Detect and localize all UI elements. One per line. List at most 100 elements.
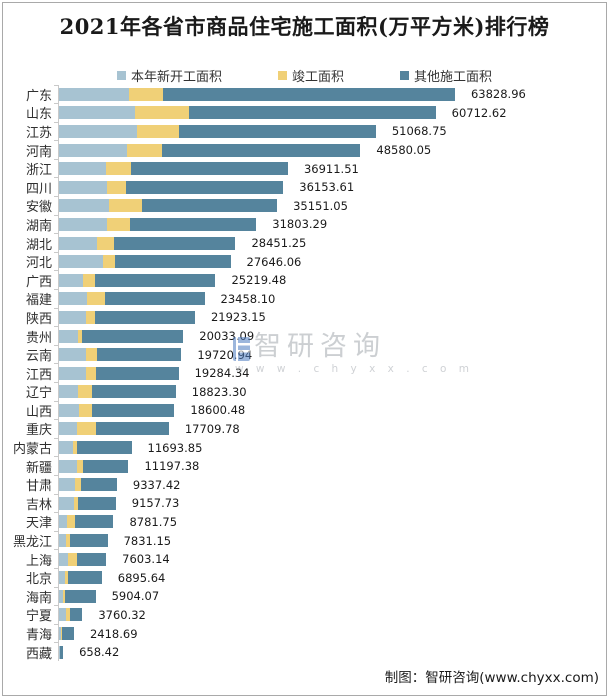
value-label: 5904.07 [111, 589, 160, 604]
bar-stack: 60712.62 [54, 103, 606, 123]
bar-segment-new-start [59, 143, 128, 157]
bar-stack: 19284.34 [54, 363, 606, 383]
legend-item-other: 其他施工面积 [400, 66, 492, 85]
bar-row: 甘肃 9337.42 [3, 474, 606, 495]
bar-row: 河北 27646.06 [3, 251, 606, 272]
bar-segment-other [130, 217, 257, 231]
bar-segment-other [96, 366, 179, 380]
bar-stack: 3760.32 [54, 605, 606, 625]
bar-segment-new-start [59, 645, 60, 659]
bar-segment-completed [107, 217, 131, 231]
legend-swatch-other-icon [400, 71, 409, 80]
value-label: 31803.29 [272, 217, 328, 232]
category-label: 贵州 [25, 330, 52, 346]
value-label: 36153.61 [299, 180, 355, 195]
value-label: 3760.32 [98, 607, 146, 622]
category-label: 内蒙古 [12, 442, 52, 458]
bar-stack: 28451.25 [54, 233, 606, 253]
bar-segment-other [97, 348, 182, 362]
bar-segment-other [95, 422, 169, 436]
category-label: 海南 [25, 590, 52, 606]
bar-segment-other [64, 589, 96, 603]
category-label: 江苏 [25, 125, 52, 141]
value-label: 9337.42 [132, 477, 181, 492]
bar-segment-other [179, 124, 376, 138]
value-label: 28451.25 [251, 236, 307, 251]
chart-title: 2021年各省市商品住宅施工面积(万平方米)排行榜 [59, 14, 550, 39]
bar-stack: 20033.09 [54, 326, 606, 346]
bar-segment-new-start [59, 422, 77, 436]
bar-row: 四川 36153.61 [3, 177, 606, 197]
bar-stack: 7603.14 [54, 549, 606, 569]
bar-segment-new-start [59, 496, 74, 510]
bar-segment-completed [135, 106, 190, 120]
bar-row: 江苏 51068.75 [3, 121, 606, 141]
bar-segment-new-start [59, 124, 138, 138]
category-label: 河南 [25, 144, 52, 160]
bar-segment-other [69, 534, 108, 548]
bar-segment-completed [78, 385, 92, 399]
category-label: 山西 [25, 404, 52, 420]
bar-row: 北京 6895.64 [3, 567, 606, 588]
bar-row: 内蒙古 11693.85 [3, 437, 606, 458]
value-label: 18600.48 [190, 403, 246, 418]
bar-segment-completed [66, 534, 70, 548]
bar-stack: 27646.06 [54, 251, 606, 271]
bar-segment-other [131, 162, 288, 176]
bar-stack: 9157.73 [54, 493, 606, 513]
bar-segment-other [81, 329, 184, 343]
bar-segment-new-start [59, 403, 80, 417]
bar-row: 重庆 17709.78 [3, 419, 606, 438]
category-label: 安徽 [25, 200, 52, 216]
value-label: 9157.73 [131, 496, 180, 511]
category-label: 河北 [25, 256, 52, 272]
bar-segment-other [95, 310, 195, 324]
bar-segment-completed [79, 403, 92, 417]
bar-row: 江西 19284.34 [3, 363, 606, 383]
bar-row: 湖南 31803.29 [3, 214, 606, 234]
bar-row: 吉林 9157.73 [3, 493, 606, 513]
bar-stack: 8781.75 [54, 512, 606, 532]
bar-segment-other [142, 199, 278, 213]
bar-row: 上海 7603.14 [3, 549, 606, 569]
bar-row: 安徽 35151.05 [3, 196, 606, 216]
bar-row: 广西 25219.48 [3, 270, 606, 290]
bar-segment-new-start [59, 87, 129, 101]
bar-segment-other [77, 552, 107, 566]
bar-row: 新疆 11197.38 [3, 456, 606, 476]
category-label: 北京 [25, 572, 52, 588]
legend-item-new-start: 本年新开工面积 [116, 66, 222, 85]
bar-stack: 658.42 [54, 642, 606, 662]
value-label: 6895.64 [117, 570, 166, 585]
value-label: 48580.05 [376, 143, 432, 158]
bar-segment-new-start [59, 534, 67, 548]
bar-segment-completed [127, 143, 162, 157]
bar-segment-completed [103, 255, 115, 269]
bar-stack: 35151.05 [54, 196, 606, 216]
bar-row: 河南 48580.05 [3, 140, 606, 160]
bar-segment-completed [85, 366, 97, 380]
bar-segment-other [60, 645, 64, 659]
bar-segment-new-start [59, 366, 86, 380]
bar-segment-other [75, 515, 114, 529]
value-label: 27646.06 [246, 254, 302, 269]
bar-row: 云南 19720.94 [3, 344, 606, 364]
value-label: 35151.05 [293, 198, 348, 213]
bar-stack: 6895.64 [54, 567, 606, 588]
value-label: 11693.85 [147, 440, 203, 455]
bar-segment-completed [77, 459, 84, 473]
category-label: 西藏 [25, 646, 52, 662]
legend-label: 竣工面积 [291, 70, 344, 85]
bar-stack: 23458.10 [54, 289, 606, 309]
value-label: 18823.30 [191, 384, 247, 399]
bar-segment-new-start [59, 459, 78, 473]
bar-row: 湖北 28451.25 [3, 233, 606, 253]
bar-stack: 21923.15 [54, 307, 606, 327]
category-label: 吉林 [25, 497, 52, 513]
bar-segment-other [91, 403, 175, 417]
bar-stack: 36153.61 [54, 177, 606, 197]
category-label: 江西 [25, 367, 52, 383]
category-label: 甘肃 [25, 479, 52, 495]
bar-row: 辽宁 18823.30 [3, 382, 606, 401]
bar-stack: 51068.75 [54, 121, 606, 141]
